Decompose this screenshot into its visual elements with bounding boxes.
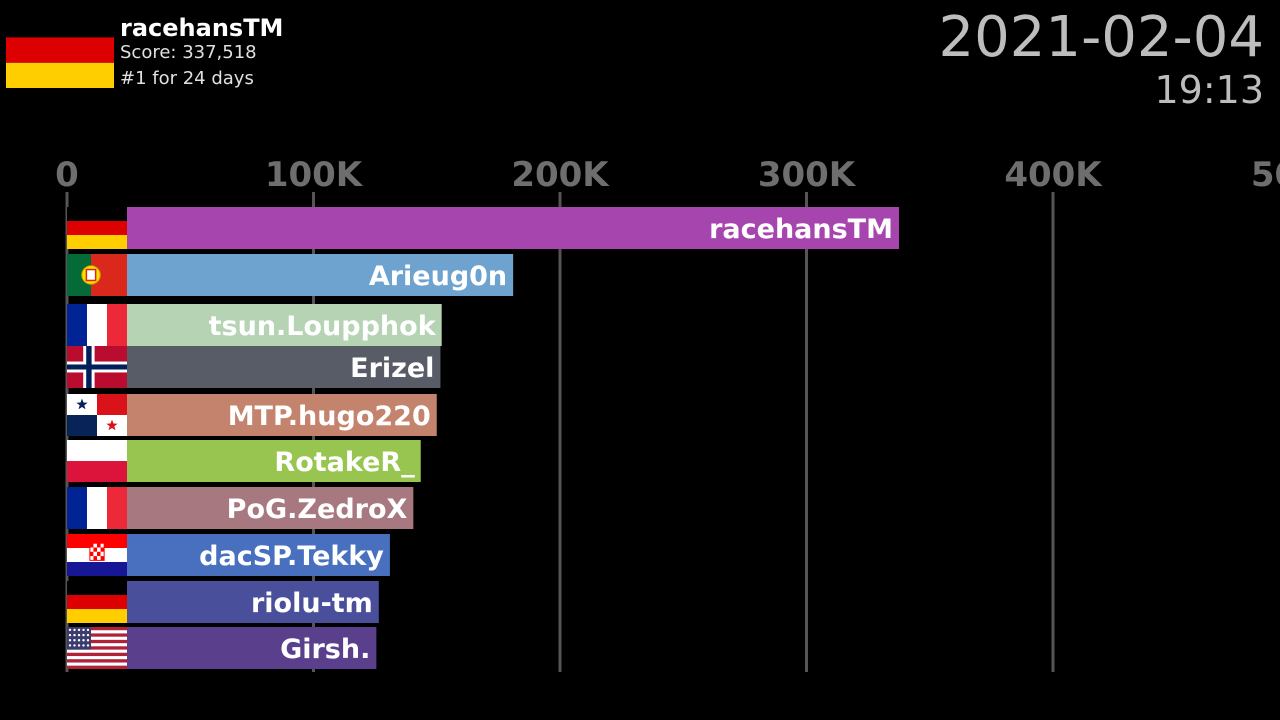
tick-label-5: 500K — [1251, 155, 1280, 195]
pt-flag-icon — [67, 254, 127, 296]
bar-2 — [67, 304, 442, 346]
de-flag-icon — [67, 207, 127, 249]
germany-flag-icon — [6, 12, 114, 88]
pl-flag-icon — [67, 440, 127, 482]
tick-labels: 0 100K 200K 300K 400K 500K — [55, 155, 1280, 195]
us-flag-icon — [67, 627, 127, 669]
de-flag-icon — [67, 581, 127, 623]
bar-labels: racehansTM Arieug0n tsun.Loupphok Erizel MTP… — [199, 214, 893, 665]
leader-name: racehansTM — [120, 14, 284, 42]
bar-label-2: tsun.Loupphok — [209, 311, 437, 342]
tick-label-3: 300K — [758, 155, 857, 195]
flags — [67, 207, 127, 669]
bar-label-7: dacSP.Tekky — [199, 541, 384, 572]
tick-label-4: 400K — [1004, 155, 1103, 195]
leader-streak: #1 for 24 days — [120, 68, 254, 89]
bar-label-5: RotakeR_ — [274, 447, 415, 478]
bar-label-4: MTP.hugo220 — [228, 401, 431, 432]
leader-panel: racehansTM Score: 337,518 #1 for 24 days — [6, 12, 506, 92]
no-flag-icon — [67, 346, 127, 388]
bar-0 — [67, 207, 899, 249]
bar-label-1: Arieug0n — [369, 261, 507, 292]
bar-label-6: PoG.ZedroX — [227, 494, 408, 525]
hr-flag-icon — [67, 534, 127, 576]
bar-label-0: racehansTM — [709, 214, 893, 245]
bar-label-9: Girsh. — [280, 634, 370, 665]
leader-score: Score: 337,518 — [120, 42, 257, 63]
pa-flag-icon — [67, 394, 127, 436]
tick-label-2: 200K — [511, 155, 610, 195]
tick-label-0: 0 — [55, 155, 79, 195]
fr-flag-icon — [67, 304, 127, 346]
tick-label-1: 100K — [265, 155, 364, 195]
time-display: 19:13 — [1154, 68, 1264, 112]
bar-label-8: riolu-tm — [251, 588, 373, 619]
bar-3 — [67, 346, 441, 388]
bar-1 — [67, 254, 514, 296]
date-display: 2021-02-04 — [938, 5, 1264, 70]
bar-4 — [67, 394, 437, 436]
bar-label-3: Erizel — [350, 353, 434, 384]
fr-flag-icon — [67, 487, 127, 529]
